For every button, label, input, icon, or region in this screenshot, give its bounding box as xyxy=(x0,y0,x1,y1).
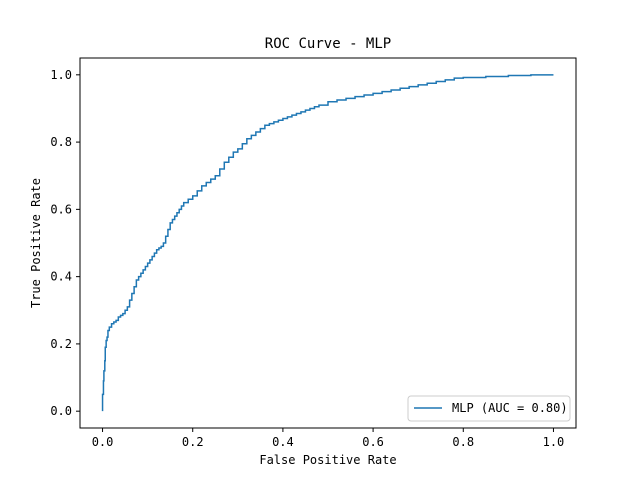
plot-area xyxy=(80,58,576,428)
y-axis-ticks: 0.0 0.2 0.4 0.6 0.8 1.0 xyxy=(50,68,80,418)
x-axis-ticks: 0.0 0.2 0.4 0.6 0.8 1.0 xyxy=(92,428,565,449)
legend-box xyxy=(407,395,571,422)
y-tick-label: 0.8 xyxy=(50,135,72,149)
x-tick-label: 0.2 xyxy=(182,435,204,449)
y-tick-label: 0.4 xyxy=(50,270,72,284)
y-axis-label: True Positive Rate xyxy=(29,178,43,308)
legend: MLP (AUC = 0.80) xyxy=(407,395,571,422)
legend-label-mlp: MLP (AUC = 0.80) xyxy=(452,401,568,415)
y-tick-label: 1.0 xyxy=(50,68,72,82)
series-layer xyxy=(101,74,554,412)
x-tick-label: 0.8 xyxy=(452,435,474,449)
x-tick-label: 0.0 xyxy=(92,435,114,449)
y-tick-label: 0.6 xyxy=(50,202,72,216)
x-axis-label: False Positive Rate xyxy=(259,453,396,467)
series-line-mlp xyxy=(101,74,554,412)
x-tick-label: 1.0 xyxy=(543,435,565,449)
x-tick-label: 0.4 xyxy=(272,435,294,449)
y-tick-label: 0.2 xyxy=(50,337,72,351)
chart-title: ROC Curve - MLP xyxy=(265,36,391,52)
x-tick-label: 0.6 xyxy=(362,435,384,449)
plot-background xyxy=(80,58,576,428)
plot-frame xyxy=(79,57,577,429)
y-tick-label: 0.0 xyxy=(50,404,72,418)
